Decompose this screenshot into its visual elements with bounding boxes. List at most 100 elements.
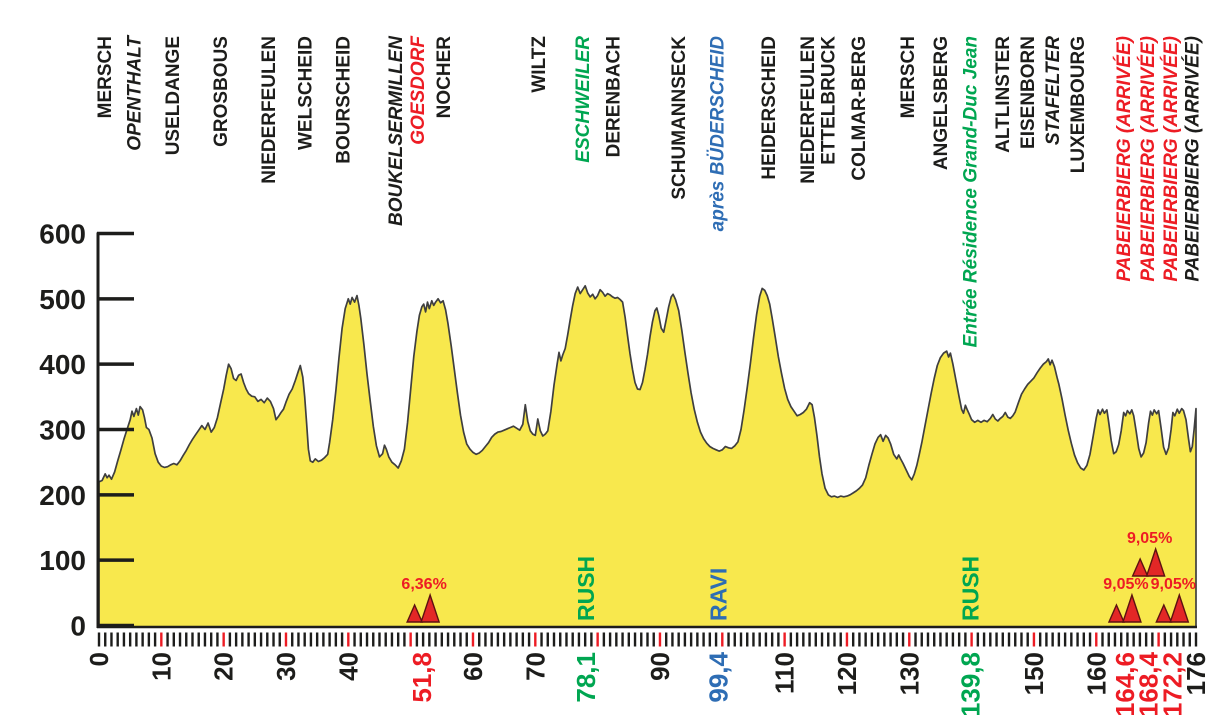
y-tick-label: 500 [39, 284, 86, 315]
city-label: GOESDORF [408, 35, 429, 145]
km-tick [266, 632, 269, 647]
x-tick-label: 70 [520, 652, 550, 681]
sprint-marker-label: RUSH [957, 556, 983, 621]
km-tick [446, 632, 450, 647]
km-tick [185, 632, 188, 647]
km-tick [957, 632, 961, 647]
km-tick [1182, 632, 1185, 647]
city-label: MERSCH [95, 36, 116, 118]
km-tick [951, 632, 955, 647]
x-tick-label: 164,6 [1110, 652, 1140, 715]
km-tick [795, 632, 799, 647]
km-tick [571, 632, 574, 647]
km-tick [322, 632, 325, 647]
km-tick [334, 632, 338, 647]
climb-triangle-small [1107, 603, 1126, 623]
km-tick [621, 632, 624, 647]
climb-triangle-large [1145, 546, 1166, 577]
km-tick [939, 632, 942, 647]
climb-triangle-large [1169, 592, 1190, 623]
km-tick [1007, 632, 1011, 647]
km-tick [1001, 632, 1004, 647]
city-label: PABEIERBIERG (ARRIVÉE) [1137, 36, 1159, 282]
km-tick [372, 632, 375, 647]
km-tick [652, 632, 655, 647]
km-tick [297, 632, 300, 647]
km-tick [197, 632, 200, 647]
km-tick [378, 632, 381, 647]
x-tick-label: 110 [770, 652, 800, 694]
km-tick [702, 632, 705, 647]
km-tick [1188, 632, 1191, 647]
x-tick-label: 172,2 [1157, 652, 1187, 715]
climb-percent-label: 6,36% [401, 576, 446, 593]
km-tick [1088, 632, 1092, 647]
km-tick [901, 632, 905, 647]
km-tick [465, 632, 468, 647]
km-tick [209, 632, 213, 647]
city-label: ANGELSBERG [931, 36, 952, 170]
climb-triangle-small [406, 603, 424, 623]
city-label: PABEIERBIERG (ARRIVÉE) [1160, 36, 1182, 282]
km-tick [478, 632, 481, 647]
km-tick [365, 632, 369, 647]
km-tick [764, 632, 768, 647]
km-tick [920, 632, 923, 647]
km-tick [1070, 632, 1073, 647]
x-tick-label: 78,1 [571, 652, 601, 703]
km-tick [1063, 632, 1067, 647]
km-tick [122, 632, 126, 647]
km-tick [858, 632, 861, 647]
km-tick [864, 632, 867, 647]
km-tick [1132, 632, 1135, 647]
km-tick [982, 632, 986, 647]
km-tick [509, 632, 512, 647]
climb-triangle-large [1121, 592, 1142, 623]
km-tick [1138, 632, 1142, 647]
km-tick-red [1157, 632, 1160, 647]
x-tick-label: 0 [84, 652, 114, 666]
km-tick [515, 632, 518, 647]
km-tick [777, 632, 780, 647]
km-tick-red [721, 632, 724, 647]
km-tick [540, 632, 543, 647]
km-tick [1057, 632, 1061, 647]
km-tick [733, 632, 736, 647]
km-tick-red [845, 632, 849, 647]
km-tick [976, 632, 980, 647]
km-tick [758, 632, 761, 647]
km-tick [1076, 632, 1079, 647]
x-tick-label: 40 [333, 652, 363, 681]
km-tick-red [160, 632, 163, 647]
km-tick [889, 632, 892, 647]
km-tick [664, 632, 668, 647]
km-tick [228, 632, 232, 647]
km-tick [1045, 632, 1048, 647]
city-label: NIEDERFEULEN [798, 36, 819, 184]
km-tick [253, 632, 257, 647]
km-tick [147, 632, 151, 647]
city-label: OPENTHALT [124, 35, 145, 151]
km-tick [353, 632, 356, 647]
km-tick [608, 632, 612, 647]
km-tick [671, 632, 674, 647]
km-tick [1020, 632, 1023, 647]
km-tick-red [409, 632, 412, 647]
city-label: WELSCHEID [296, 36, 317, 150]
y-tick-label: 0 [70, 611, 86, 642]
km-tick [428, 632, 431, 647]
km-tick [453, 632, 456, 647]
km-tick [615, 632, 618, 647]
km-tick [340, 632, 344, 647]
y-tick-label: 300 [39, 415, 86, 446]
km-tick [714, 632, 718, 647]
km-tick [1082, 632, 1086, 647]
km-tick [633, 632, 637, 647]
km-tick [396, 632, 400, 647]
city-label: après BÜDERSCHEID [708, 36, 729, 232]
km-tick [484, 632, 487, 647]
km-tick [883, 632, 886, 647]
sprint-marker-label: RUSH [573, 556, 599, 621]
city-label: ESCHWEILER [573, 36, 594, 163]
